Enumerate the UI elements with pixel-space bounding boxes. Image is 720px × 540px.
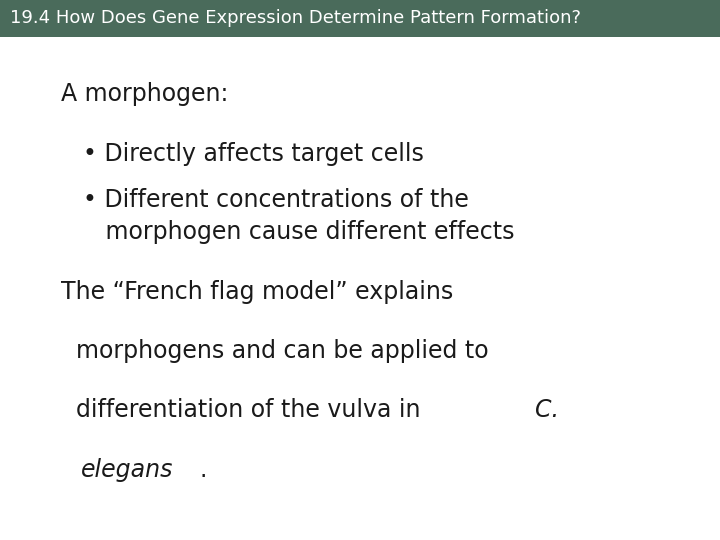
Text: .: . [199, 458, 207, 482]
Text: C.: C. [535, 399, 559, 422]
Text: The “French flag model” explains: The “French flag model” explains [61, 280, 454, 303]
Text: morphogens and can be applied to: morphogens and can be applied to [61, 339, 489, 363]
Text: 19.4 How Does Gene Expression Determine Pattern Formation?: 19.4 How Does Gene Expression Determine … [10, 9, 581, 28]
Text: differentiation of the vulva in: differentiation of the vulva in [61, 399, 428, 422]
Text: A morphogen:: A morphogen: [61, 83, 228, 106]
Text: • Directly affects target cells: • Directly affects target cells [83, 142, 423, 166]
Text: • Different concentrations of the
   morphogen cause different effects: • Different concentrations of the morpho… [83, 188, 514, 244]
Text: elegans: elegans [81, 458, 173, 482]
